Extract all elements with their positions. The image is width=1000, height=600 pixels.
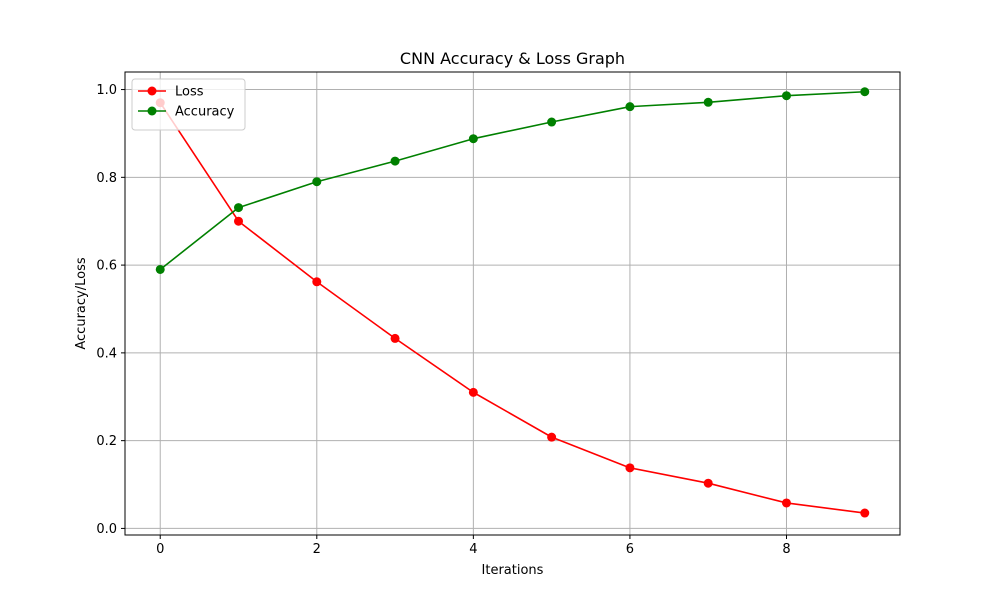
accuracy-point (155, 264, 165, 274)
loss-point (860, 508, 870, 518)
x-tick-label: 4 (469, 542, 477, 557)
grid (125, 72, 900, 535)
legend: Loss Accuracy (131, 78, 246, 131)
y-tick-label: 0.0 (96, 522, 117, 537)
x-tick-label: 6 (626, 542, 634, 557)
loss-point (468, 387, 478, 397)
legend-loss-label: Loss (175, 85, 204, 100)
y-tick-label: 0.8 (96, 171, 117, 186)
accuracy-point (625, 102, 635, 112)
legend-accuracy-label: Accuracy (175, 105, 235, 120)
axis-ticks: 0 2 4 6 8 0.0 0.2 0.4 0.6 0.8 1.0 (96, 83, 790, 557)
accuracy-point (860, 87, 870, 97)
y-tick-label: 0.2 (96, 434, 117, 449)
plot-frame (124, 71, 901, 536)
legend-accuracy-marker (147, 106, 157, 116)
loss-point (625, 463, 635, 473)
loss-point (703, 478, 713, 488)
x-tick-label: 8 (782, 542, 790, 557)
accuracy-point (390, 156, 400, 166)
x-tick-label: 2 (313, 542, 321, 557)
accuracy-point (547, 117, 557, 127)
y-tick-label: 0.6 (96, 259, 117, 274)
loss-point (390, 333, 400, 343)
y-axis-title: Accuracy/Loss (74, 257, 89, 349)
loss-line (159, 102, 865, 514)
accuracy-point (312, 177, 322, 187)
x-axis-title: Iterations (482, 563, 544, 578)
y-tick-label: 1.0 (96, 83, 117, 98)
x-tick-label: 0 (156, 542, 164, 557)
accuracy-point (234, 203, 244, 213)
chart-title: CNN Accuracy & Loss Graph (400, 49, 625, 68)
accuracy-point (468, 134, 478, 144)
loss-point (547, 432, 557, 442)
series-layer (155, 87, 870, 518)
loss-point (781, 498, 791, 508)
y-tick-label: 0.4 (96, 346, 117, 361)
loss-point (234, 216, 244, 226)
accuracy-line (159, 90, 865, 271)
legend-loss-marker (147, 86, 157, 96)
accuracy-point (781, 91, 791, 101)
accuracy-point (703, 97, 713, 107)
loss-point (312, 277, 322, 287)
